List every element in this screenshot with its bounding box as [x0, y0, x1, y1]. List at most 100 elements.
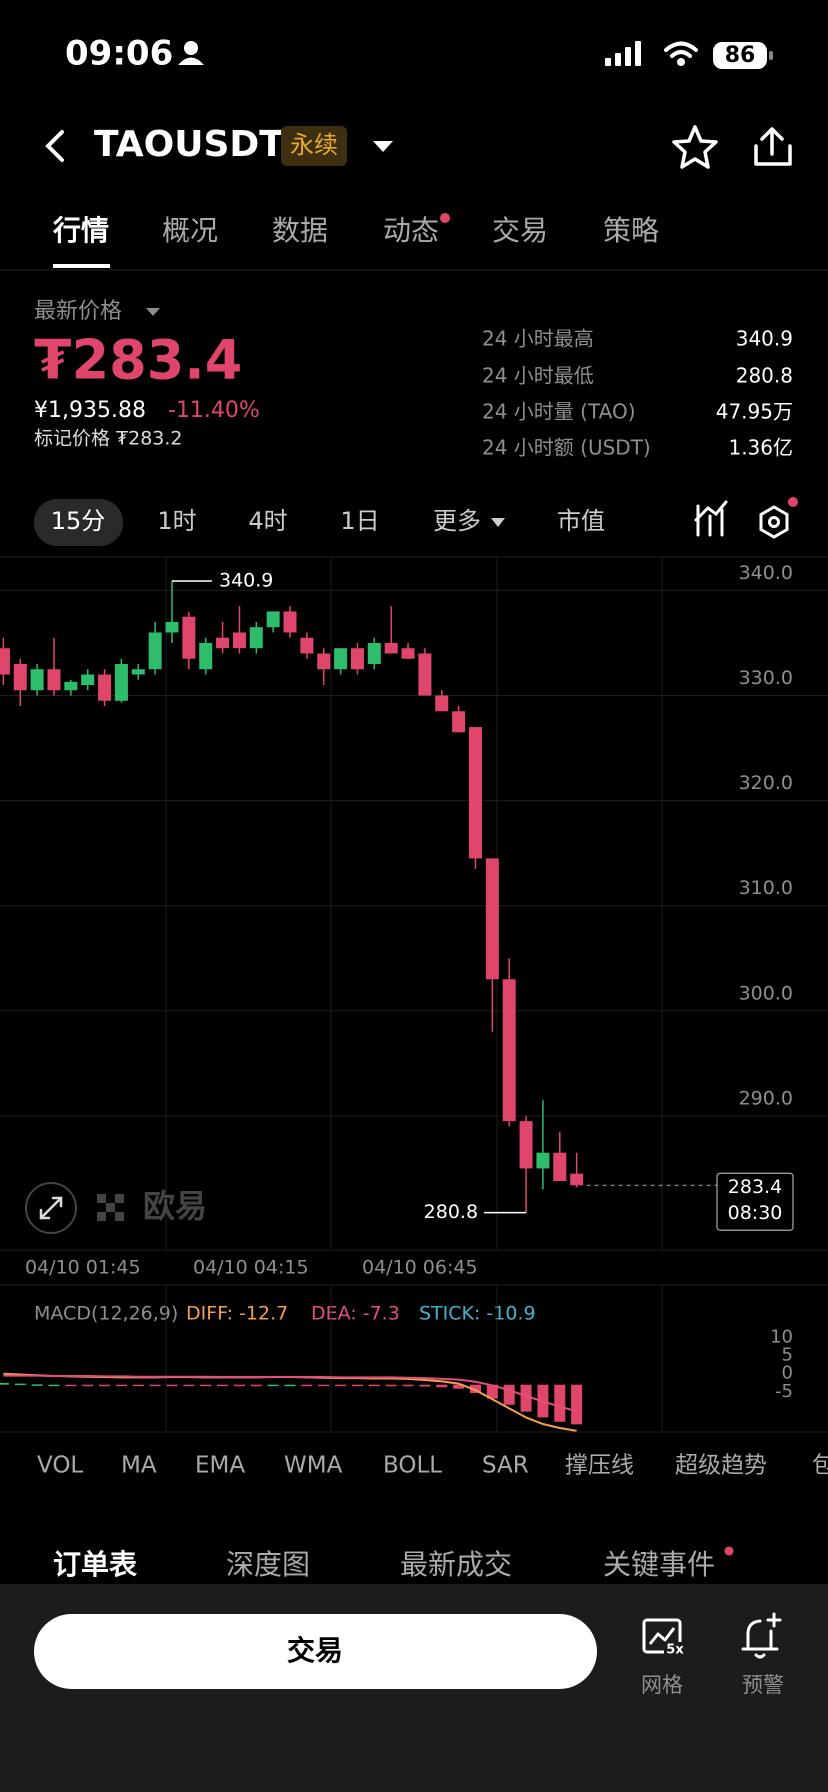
stats: 24 小时最高 340.9 24 小时最低 280.8 24 小时量 (TAO) 47.9…: [482, 327, 793, 460]
tabs: 行情 概况 数据 动态 交易 策略: [52, 214, 659, 247]
indicators: VOL MA EMA WMA BOLL SAR 撑压线 超级趋势 包: [37, 1453, 828, 1479]
y-tick-label: 340.0: [739, 562, 793, 584]
settings-dot: [788, 497, 798, 507]
tab[interactable]: 概况: [162, 214, 218, 247]
indicator[interactable]: WMA: [284, 1453, 343, 1479]
watermark: 欧易: [143, 1187, 207, 1225]
tab[interactable]: 策略: [603, 214, 659, 247]
battery: [713, 42, 767, 69]
macd-tick-label: 10: [770, 1326, 793, 1347]
macd-tick-label: -5: [775, 1381, 793, 1402]
candle-body: [502, 979, 516, 1122]
vertical-grid: [165, 557, 663, 1250]
indicator[interactable]: 撑压线: [565, 1453, 634, 1479]
alert-label[interactable]: 预警: [742, 1673, 784, 1697]
macd-stick: [453, 1384, 465, 1389]
bottom-tab[interactable]: 关键事件: [603, 1548, 715, 1581]
logo-mark: [97, 1194, 124, 1221]
macd-stick: [503, 1384, 515, 1405]
interval[interactable]: 市值: [557, 507, 605, 535]
bottom-tab[interactable]: 最新成交: [400, 1548, 512, 1581]
macd-stick: [284, 1384, 296, 1387]
interval[interactable]: 更多: [433, 507, 481, 535]
interval[interactable]: 1时: [157, 507, 196, 535]
macd-stick: STICK: -10.9: [419, 1303, 536, 1325]
macd-tick-label: 5: [782, 1345, 793, 1366]
macd-stick: [267, 1384, 279, 1387]
candle-body: [283, 611, 297, 633]
intervals: 15分 1时 4时 1日 更多 市值: [51, 507, 605, 535]
alert-icon[interactable]: [741, 1612, 782, 1659]
candle-body: [165, 621, 179, 633]
macd-diff: DIFF: -12.7: [186, 1303, 288, 1325]
back-button[interactable]: [45, 130, 64, 162]
bottom-tab[interactable]: 深度图: [226, 1548, 310, 1581]
favorite-button[interactable]: [672, 125, 718, 169]
grid-label[interactable]: 网格: [641, 1673, 683, 1697]
indicator[interactable]: EMA: [195, 1453, 245, 1479]
interval[interactable]: 1日: [340, 507, 379, 535]
battery-cap: [769, 51, 773, 60]
macd-stick: [132, 1384, 144, 1387]
expand-button[interactable]: [25, 1182, 77, 1234]
macd-stick: [486, 1384, 498, 1399]
macd-stick: [571, 1384, 583, 1425]
macd-stick: [48, 1384, 60, 1387]
indicator[interactable]: BOLL: [383, 1453, 442, 1479]
y-tick-label: 330.0: [739, 667, 793, 689]
indicator[interactable]: 超级趋势: [675, 1453, 767, 1479]
macd-stick: [402, 1384, 414, 1387]
macd-stick: [436, 1384, 448, 1388]
candlestick-chart: 340.0 330.0 320.0 310.0 300.0 290.0 04/10 01:4…: [0, 562, 828, 1279]
battery-level: 86: [725, 43, 756, 68]
expand-icon: [39, 1196, 63, 1220]
candle-body: [30, 669, 44, 691]
last-price: ₮283.4: [34, 329, 242, 392]
indicator[interactable]: 包: [812, 1453, 828, 1479]
share-button[interactable]: [754, 127, 792, 166]
bottom-tab[interactable]: 订单表: [53, 1548, 137, 1581]
macd-stick: [318, 1384, 330, 1387]
interval[interactable]: 15分: [51, 507, 106, 535]
grid-badge-bg: [664, 1642, 686, 1656]
symbol-dropdown[interactable]: [373, 141, 393, 152]
candle-body: [249, 627, 263, 649]
stat-label: 24 小时最低: [482, 364, 594, 388]
indicator-button[interactable]: [694, 500, 728, 537]
candle-body: [131, 669, 145, 675]
macd-stick: [554, 1384, 566, 1422]
macd-stick: [520, 1384, 532, 1412]
tab[interactable]: 数据: [272, 214, 328, 247]
macd-stick: [0, 1382, 9, 1385]
macd-stick: [200, 1384, 212, 1387]
tab[interactable]: 交易: [492, 214, 548, 247]
x-tick-label: 04/10 04:15: [193, 1257, 309, 1279]
candle-body: [485, 858, 499, 980]
grid-icon[interactable]: [642, 1618, 682, 1654]
macd-stick: [419, 1384, 431, 1387]
symbol[interactable]: TAOUSDT: [94, 124, 284, 165]
settings-button[interactable]: [759, 505, 789, 539]
candle-body: [570, 1173, 584, 1186]
low-label: 280.8: [424, 1201, 478, 1223]
price-label-dropdown[interactable]: [146, 308, 160, 316]
candle-body: [435, 695, 449, 712]
tab[interactable]: 行情: [52, 214, 109, 247]
trade-button[interactable]: [34, 1614, 597, 1689]
wifi-icon: [664, 41, 698, 66]
candle-body: [536, 1152, 550, 1169]
macd-stick: [233, 1384, 245, 1387]
high-label: 340.9: [219, 569, 273, 591]
price-change: -11.40%: [168, 398, 260, 423]
indicator[interactable]: VOL: [37, 1453, 83, 1479]
bottom-tabs: 订单表 深度图 最新成交 关键事件: [53, 1548, 715, 1581]
y-tick-label: 300.0: [739, 982, 793, 1004]
indicator[interactable]: SAR: [482, 1453, 529, 1479]
indicator[interactable]: MA: [121, 1453, 157, 1479]
stat-label: 24 小时最高: [482, 327, 594, 351]
interval[interactable]: 4时: [248, 507, 287, 535]
tab[interactable]: 动态: [383, 214, 439, 247]
candle-body: [64, 681, 78, 691]
more-dropdown[interactable]: [491, 518, 505, 527]
